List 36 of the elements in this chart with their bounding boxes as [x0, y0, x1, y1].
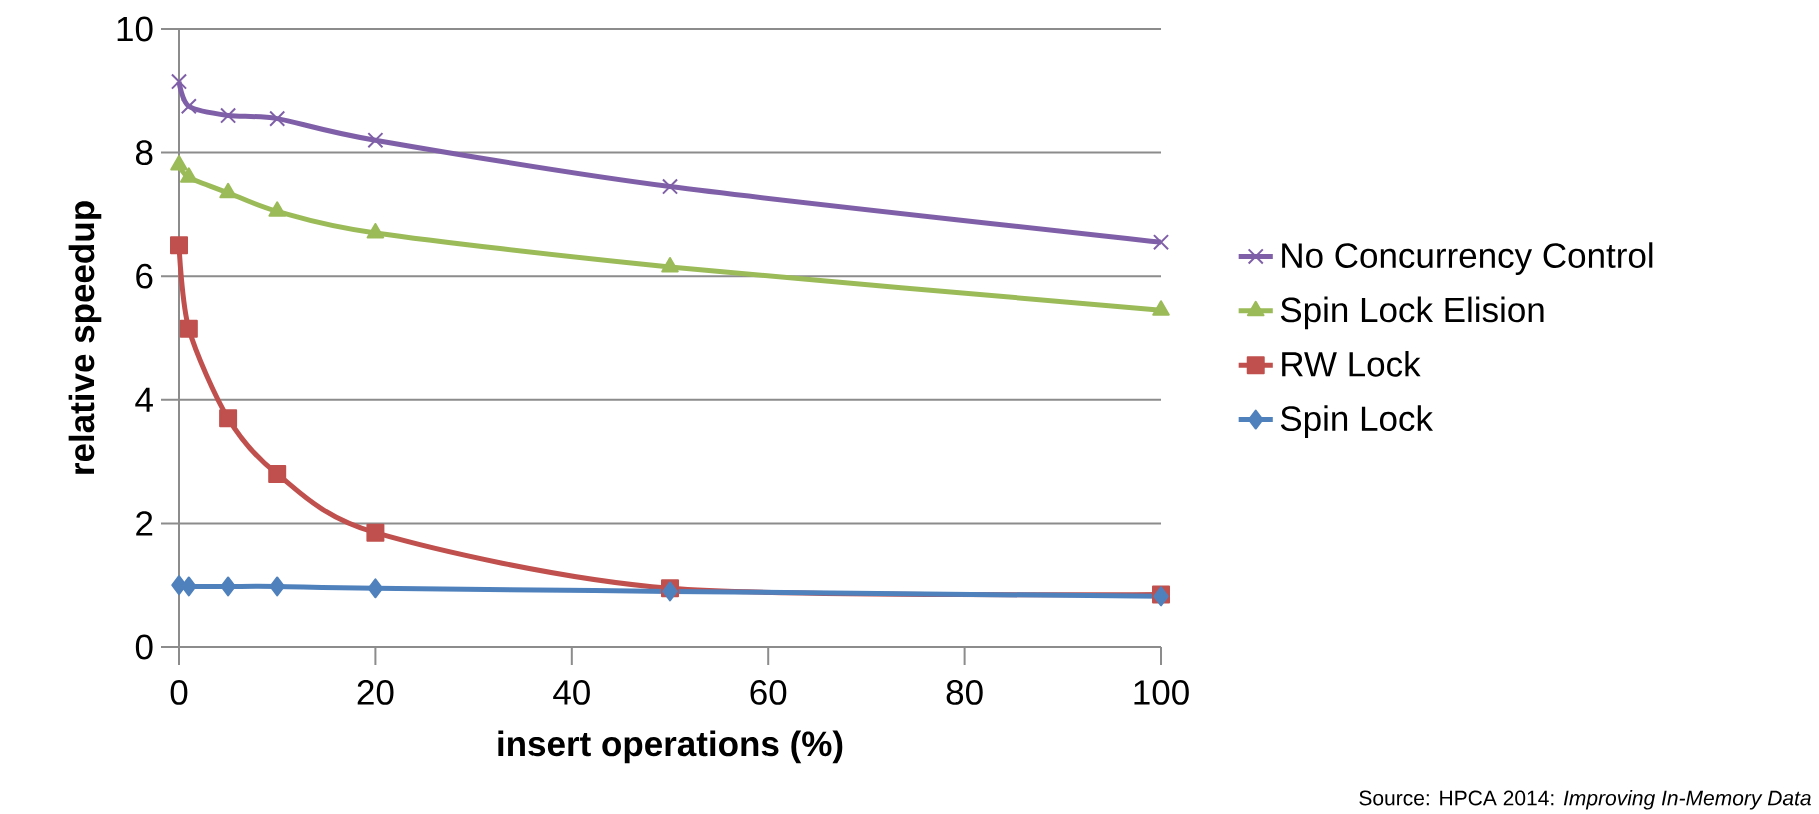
point: [366, 523, 385, 542]
source-note: Source: HPCA 2014: Improving In-Memory Data: [1359, 790, 1811, 810]
y-tick-label: 10: [117, 16, 153, 42]
legend-label: Spin Lock: [1280, 405, 1434, 438]
point: [170, 73, 188, 90]
y-tick-label: 0: [135, 634, 153, 660]
point: [662, 581, 678, 602]
x-tick-label: 0: [170, 680, 188, 705]
y-tick-label: 6: [136, 263, 153, 289]
point: [219, 409, 238, 428]
point: [269, 576, 285, 597]
y-axis-title: relative speedup: [68, 201, 102, 474]
y-tick-label: 4: [135, 387, 153, 412]
point: [179, 319, 198, 338]
point: [367, 578, 384, 599]
point: [661, 178, 679, 195]
point: [367, 132, 384, 149]
x-tick-label: 80: [946, 680, 983, 705]
x-tick-label: 40: [553, 680, 590, 705]
legend-label: RW Lock: [1282, 350, 1421, 377]
point: [1152, 234, 1170, 251]
point: [220, 576, 236, 597]
x-tick-label: 20: [357, 680, 394, 705]
point: [269, 110, 286, 127]
point: [170, 236, 189, 255]
legend-label: Spin Lock Elision: [1280, 296, 1544, 330]
x-tick-label: 60: [750, 680, 787, 705]
y-tick-label: 8: [135, 140, 153, 165]
point: [181, 576, 197, 597]
point: [268, 464, 287, 483]
legend-label: No Concurrency Control: [1282, 242, 1653, 275]
point: [220, 107, 237, 124]
x-axis-title: insert operations (%): [498, 730, 843, 764]
x-tick-label: 100: [1134, 680, 1189, 705]
point: [180, 98, 197, 115]
y-tick-label: 2: [136, 511, 153, 536]
